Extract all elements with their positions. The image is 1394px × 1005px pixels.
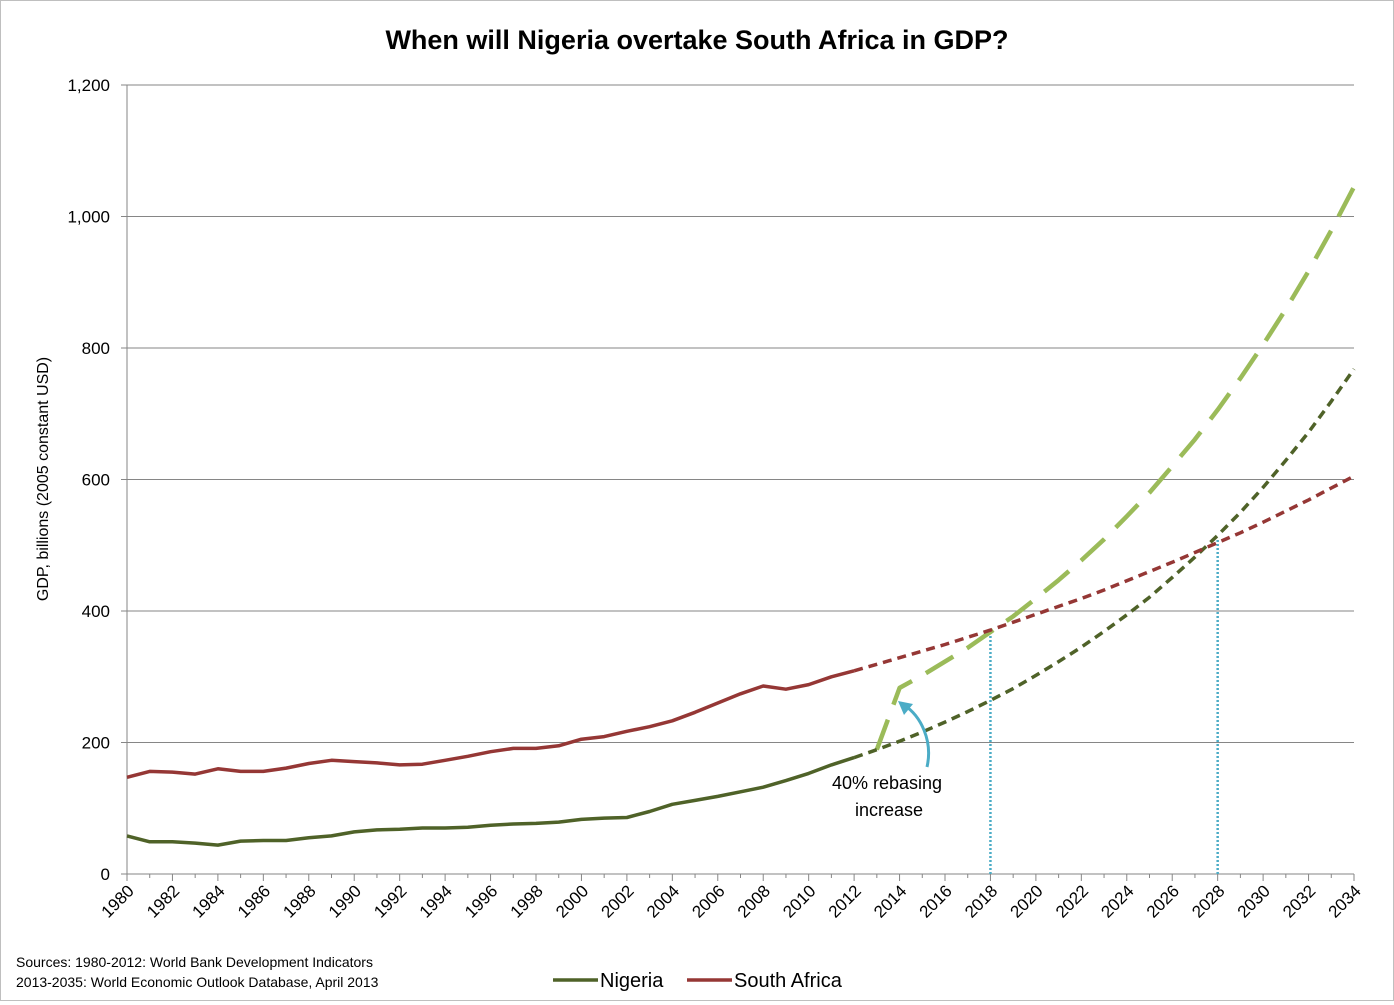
y-tick-label: 800 — [82, 339, 110, 358]
legend-label-nigeria: Nigeria — [600, 970, 664, 992]
x-tick-label: 2006 — [688, 881, 728, 921]
x-tick-label: 2020 — [1007, 881, 1047, 921]
series-line-nigeria-dashed — [853, 367, 1356, 760]
legend-label-south-africa: South Africa — [734, 970, 843, 992]
x-tick-label: 2004 — [643, 881, 683, 921]
sources-line-2: 2013-2035: World Economic Outlook Databa… — [16, 974, 379, 990]
x-tick-label: 1984 — [189, 881, 229, 921]
crossover-markers — [989, 538, 1219, 874]
series-line-south-africa-dashed — [853, 474, 1355, 673]
arrow-head-icon — [898, 701, 913, 715]
x-tick-label: 2022 — [1052, 881, 1092, 921]
x-tick-label: 1986 — [234, 881, 274, 921]
annotation-line-1: 40% rebasing — [832, 773, 942, 793]
y-tick-label: 1,000 — [67, 208, 110, 227]
y-axis-ticks: 0 200 400 600 800 1,000 1,200 — [67, 76, 127, 884]
y-axis-label: GDP, billions (2005 constant USD) — [35, 357, 52, 601]
x-tick-label: 2008 — [734, 881, 774, 921]
gridlines — [126, 84, 1354, 875]
x-tick-label: 2016 — [916, 881, 956, 921]
y-tick-label: 400 — [82, 602, 110, 621]
x-tick-label: 2000 — [552, 881, 592, 921]
x-tick-label: 2014 — [870, 881, 910, 921]
x-tick-label: 2028 — [1188, 881, 1228, 921]
series-line-nigeria-solid — [126, 755, 855, 847]
x-tick-label: 1994 — [416, 881, 456, 921]
x-tick-label: 2030 — [1234, 881, 1274, 921]
x-tick-label: 1982 — [143, 881, 183, 921]
y-tick-label: 200 — [82, 734, 110, 753]
x-tick-label: 2034 — [1325, 881, 1365, 921]
x-tick-label: 2010 — [779, 881, 819, 921]
legend: Nigeria South Africa — [553, 970, 843, 992]
x-axis-ticks: 1980 1982 1984 1986 1988 1990 1992 1994 1996 1998… — [98, 874, 1365, 922]
series-line-nigeria-rebased-long-dashed — [874, 185, 1356, 751]
x-tick-label: 1990 — [325, 881, 365, 921]
rebasing-annotation: 40% rebasing increase — [832, 701, 942, 820]
x-tick-label: 2024 — [1097, 881, 1137, 921]
x-tick-label: 2018 — [961, 881, 1001, 921]
chart-title: When will Nigeria overtake South Africa … — [385, 25, 1008, 55]
y-tick-label: 0 — [101, 865, 110, 884]
x-tick-label: 1998 — [507, 881, 547, 921]
y-tick-label: 600 — [82, 471, 110, 490]
x-tick-label: 2002 — [598, 881, 638, 921]
series-line-south-africa-solid — [126, 669, 855, 779]
sources-line-1: Sources: 1980-2012: World Bank Developme… — [16, 954, 373, 970]
x-tick-label: 1992 — [370, 881, 410, 921]
x-tick-label: 1980 — [98, 881, 138, 921]
x-tick-label: 2012 — [825, 881, 865, 921]
x-tick-label: 2026 — [1143, 881, 1183, 921]
annotation-line-2: increase — [855, 800, 923, 820]
series-lines — [126, 185, 1356, 847]
x-tick-label: 1996 — [461, 881, 501, 921]
x-tick-label: 1988 — [279, 881, 319, 921]
x-tick-label: 2032 — [1279, 881, 1319, 921]
y-tick-label: 1,200 — [67, 76, 110, 95]
